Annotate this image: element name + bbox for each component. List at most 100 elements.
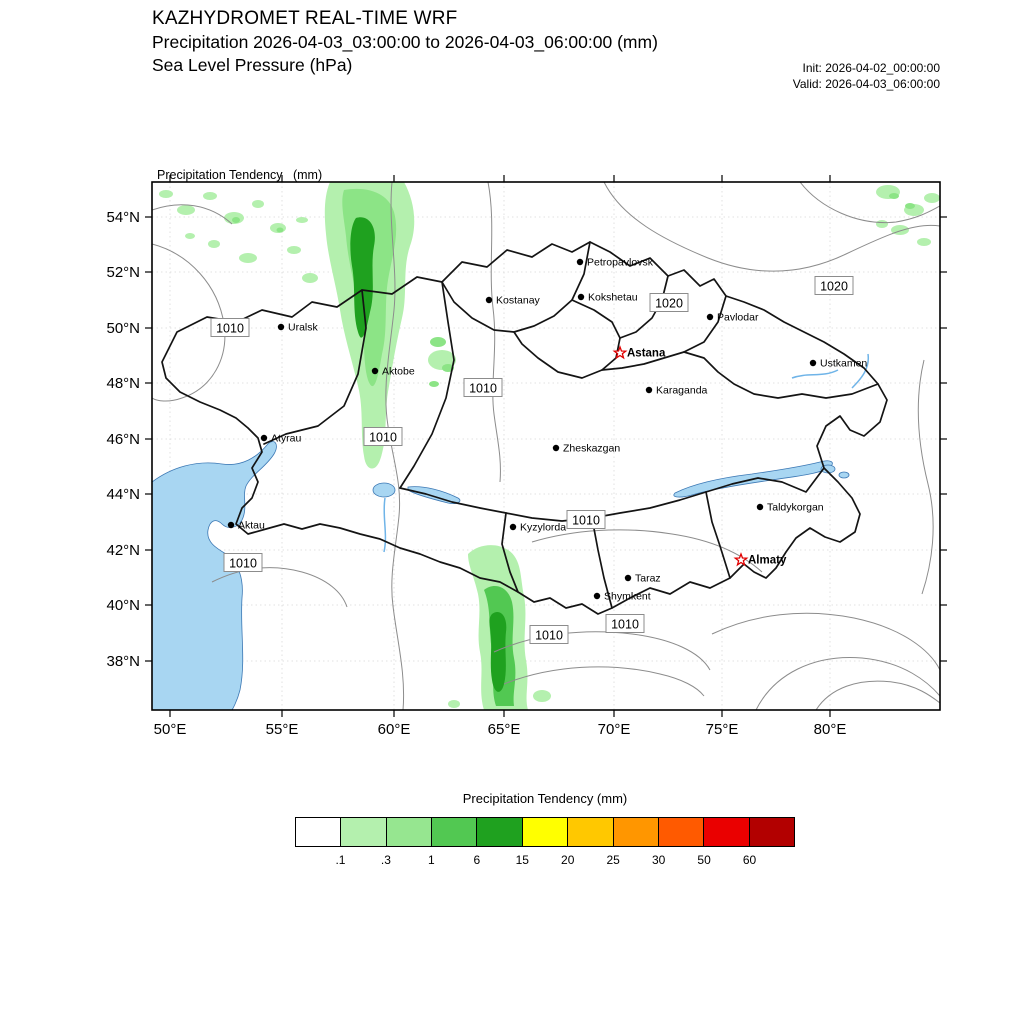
legend-cell-8: [658, 818, 705, 846]
city-dot-icon: [509, 523, 517, 531]
city-dot-icon: [593, 592, 601, 600]
pressure-label: 1010: [529, 625, 569, 644]
aral-sea-west: [372, 482, 396, 498]
city-markers: Petropavlovsk Kostanay Kokshetau Pavlodar Ur…: [227, 257, 867, 603]
pressure-label-box: [463, 378, 503, 397]
legend-cell-3: [432, 818, 478, 846]
city-dot-icon: [706, 313, 714, 321]
city-karaganda: Karaganda: [645, 385, 708, 397]
pressure-label: 1010: [566, 510, 606, 529]
city-dot-icon: [371, 367, 379, 375]
city-dot-icon: [624, 574, 632, 582]
pressure-label: 1010: [363, 427, 403, 446]
city-ustkamen: Ustkamen: [809, 358, 867, 370]
caspian-sea: [152, 441, 277, 710]
lon-label: 80°E: [814, 721, 847, 738]
pressure-contours: [152, 182, 940, 710]
legend-tick-label: 6: [473, 853, 481, 867]
city-taraz: Taraz: [624, 573, 661, 585]
header-titles: KAZHYDROMET REAL-TIME WRF Precipitation …: [152, 7, 658, 76]
legend-tick-label: 25: [606, 853, 620, 867]
city-kostanay: Kostanay: [485, 295, 541, 307]
precip-patch-south-east: [533, 690, 551, 702]
region-boundaries: [161, 241, 888, 615]
map-canvas: 1010 1020 1020 1010 1010 1010 1010 1010 1010 Pet…: [106, 175, 947, 738]
city-dot-icon: [552, 444, 560, 452]
syr-darya-river: [383, 497, 387, 553]
lat-label: 42°N: [106, 542, 140, 559]
city-name-label: Atyrau: [271, 433, 302, 445]
layer-label-precipitation: Precipitation Tendency (mm): [157, 168, 323, 182]
kazakhstan-outer-border: [161, 241, 888, 615]
city-dot-icon: [576, 258, 584, 266]
city-name-label: Aktau: [238, 520, 265, 532]
legend-tick-label: .1: [335, 853, 346, 867]
lat-label: 48°N: [106, 375, 140, 392]
city-petropavlovsk: Petropavlovsk: [576, 257, 654, 269]
city-aktau: Aktau: [227, 520, 265, 532]
lat-label: 54°N: [106, 209, 140, 226]
lat-label: 52°N: [106, 264, 140, 281]
legend-cell-6: [568, 818, 614, 846]
subtitle-sea-level-pressure: Sea Level Pressure (hPa): [152, 54, 353, 75]
city-name-label: Uralsk: [288, 322, 319, 334]
pressure-label: 1010: [605, 614, 645, 633]
city-name-label: Astana: [627, 348, 666, 360]
pressure-label: 1010: [210, 318, 250, 337]
axis-labels: 54°N 52°N 50°N 48°N 46°N 44°N 42°N 40°N 38°N 50°E…: [106, 175, 947, 738]
city-atyrau: Atyrau: [260, 433, 302, 445]
precip-patch-south-west: [448, 700, 460, 708]
capital-star-icon: [612, 345, 628, 360]
pressure-label: 1020: [814, 276, 854, 295]
precip-patches-central: [428, 337, 456, 387]
legend-cell-10: [749, 818, 794, 846]
legend-title: Precipitation Tendency (mm): [462, 791, 628, 806]
city-name-label: Zheskazgan: [563, 443, 620, 455]
city-astana: Astana: [612, 345, 666, 360]
page-title: KAZHYDROMET REAL-TIME WRF: [152, 8, 458, 29]
precip-nw-band-core: [350, 217, 375, 338]
pressure-label-value: 1010: [469, 382, 497, 396]
pressure-label-value: 1010: [535, 629, 563, 643]
city-name-label: Kostanay: [496, 295, 541, 307]
pressure-label-box: [649, 293, 689, 312]
city-taldykorgan: Taldykorgan: [756, 502, 824, 514]
legend-cell-9: [704, 818, 750, 846]
legend-tick-label: 50: [697, 853, 711, 867]
pressure-label-value: 1010: [369, 431, 397, 445]
pressure-label: 1010: [463, 378, 503, 397]
city-kokshetau: Kokshetau: [577, 292, 638, 304]
precipitation-legend: Precipitation Tendency (mm) .1 .3 1 6 15 20 25…: [295, 791, 795, 871]
city-aktobe: Aktobe: [371, 366, 415, 378]
lake-small-east: [838, 471, 850, 479]
lat-label: 38°N: [106, 653, 140, 670]
city-dot-icon: [645, 386, 653, 394]
city-name-label: Pavlodar: [717, 312, 759, 324]
weather-map: 1010 1020 1020 1010 1010 1010 1010 1010 1010 Pet…: [106, 175, 947, 738]
city-name-label: Ustkamen: [820, 358, 867, 370]
pressure-label-box: [566, 510, 606, 529]
precip-speckle-northwest-medium: [232, 217, 284, 233]
city-name-label: Taraz: [635, 573, 661, 585]
city-dot-icon: [809, 359, 817, 367]
lat-label: 50°N: [106, 320, 140, 337]
legend-tick-label: 30: [651, 853, 666, 867]
legend-cell-1: [341, 818, 387, 846]
legend-cell-2: [386, 818, 433, 846]
pressure-label-value: 1020: [655, 297, 683, 311]
city-uralsk: Uralsk: [277, 322, 319, 334]
pressure-label-value: 1010: [216, 322, 244, 336]
lat-label: 40°N: [106, 597, 140, 614]
lon-label: 65°E: [488, 721, 521, 738]
legend-tick-labels: .1 .3 1 6 15 20 25 30 50 60: [295, 847, 795, 871]
legend-color-bar: [295, 817, 795, 847]
legend-cell-0: [296, 818, 342, 846]
city-name-label: Kyzylorda: [520, 522, 566, 534]
legend-cell-5: [522, 818, 569, 846]
precip-south-band-core: [489, 612, 507, 692]
legend-tick-label: 1: [428, 853, 435, 867]
lon-label: 75°E: [706, 721, 739, 738]
valid-time: Valid: 2026-04-03_06:00:00: [792, 76, 940, 91]
city-dot-icon: [277, 323, 285, 331]
pressure-label-box: [605, 614, 645, 633]
